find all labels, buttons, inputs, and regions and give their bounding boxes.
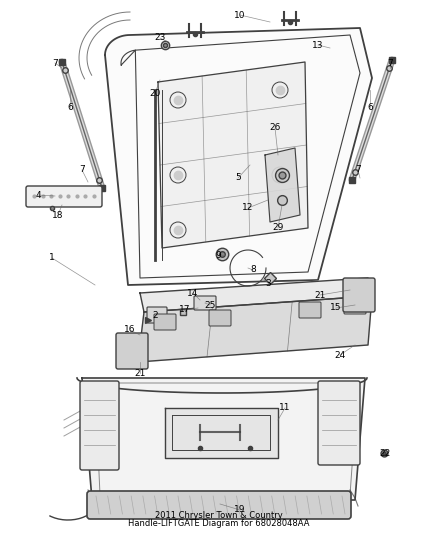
Text: 19: 19 xyxy=(234,505,246,514)
Text: 23: 23 xyxy=(154,34,166,43)
FancyBboxPatch shape xyxy=(209,310,231,326)
FancyBboxPatch shape xyxy=(87,491,351,519)
FancyBboxPatch shape xyxy=(147,307,167,323)
Text: 25: 25 xyxy=(204,301,215,310)
FancyBboxPatch shape xyxy=(343,278,375,312)
Text: 11: 11 xyxy=(279,403,291,413)
FancyBboxPatch shape xyxy=(299,302,321,318)
FancyBboxPatch shape xyxy=(194,296,216,310)
Text: 7: 7 xyxy=(387,59,393,68)
FancyBboxPatch shape xyxy=(154,314,176,330)
Polygon shape xyxy=(265,148,300,222)
Text: 5: 5 xyxy=(235,174,241,182)
Text: 17: 17 xyxy=(179,305,191,314)
Text: 21: 21 xyxy=(314,290,326,300)
Text: 21: 21 xyxy=(134,368,146,377)
Text: 7: 7 xyxy=(355,166,361,174)
Text: 15: 15 xyxy=(330,303,342,312)
Text: 8: 8 xyxy=(250,265,256,274)
Text: 3: 3 xyxy=(265,279,271,287)
Text: 6: 6 xyxy=(67,103,73,112)
Text: 4: 4 xyxy=(35,190,41,199)
FancyBboxPatch shape xyxy=(26,186,102,207)
Text: 2: 2 xyxy=(152,311,158,319)
Polygon shape xyxy=(138,296,372,362)
Polygon shape xyxy=(140,278,372,312)
FancyBboxPatch shape xyxy=(318,381,360,465)
Text: 24: 24 xyxy=(334,351,346,359)
Text: 13: 13 xyxy=(312,41,324,50)
Text: 2011 Chrysler Town & Country: 2011 Chrysler Town & Country xyxy=(155,511,283,520)
Polygon shape xyxy=(105,28,372,285)
Text: 12: 12 xyxy=(242,204,254,213)
Text: 6: 6 xyxy=(367,103,373,112)
Text: 18: 18 xyxy=(52,211,64,220)
Text: 29: 29 xyxy=(272,223,284,232)
FancyBboxPatch shape xyxy=(344,298,366,314)
FancyBboxPatch shape xyxy=(80,381,119,470)
Text: 9: 9 xyxy=(215,251,221,260)
Text: 7: 7 xyxy=(79,166,85,174)
Polygon shape xyxy=(165,408,278,458)
Text: 22: 22 xyxy=(379,448,391,457)
Text: 7: 7 xyxy=(52,59,58,68)
Text: 1: 1 xyxy=(49,254,55,262)
Text: 10: 10 xyxy=(234,11,246,20)
Text: Handle-LIFTGATE Diagram for 68028048AA: Handle-LIFTGATE Diagram for 68028048AA xyxy=(128,519,310,528)
Text: 16: 16 xyxy=(124,326,136,335)
Text: 20: 20 xyxy=(149,88,161,98)
FancyBboxPatch shape xyxy=(116,333,148,369)
Polygon shape xyxy=(82,378,365,500)
Text: 26: 26 xyxy=(269,124,281,133)
Text: 14: 14 xyxy=(187,288,199,297)
Polygon shape xyxy=(158,62,308,248)
